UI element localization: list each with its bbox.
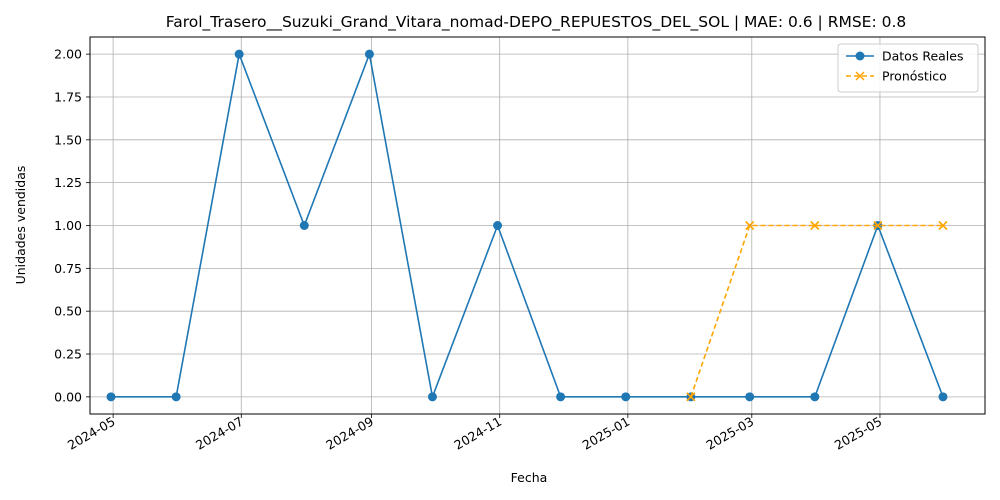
- forecast-point: [810, 220, 820, 231]
- legend-marker-datos-reales: [855, 51, 865, 61]
- y-axis: 0.00 0.25 0.50 0.75 1.00 1.25 1.50 1.75 2.00: [54, 47, 90, 404]
- forecast-point: [873, 220, 883, 231]
- forecast-point: [938, 220, 948, 231]
- chart-title: Farol_Trasero__Suzuki_Grand_Vitara_nomad…: [166, 13, 907, 32]
- forecast-point: [745, 220, 755, 231]
- legend-label-pronostico: Pronóstico: [882, 69, 947, 84]
- data-point: [171, 392, 181, 402]
- y-tick-label: 1.00: [54, 218, 82, 233]
- data-point: [427, 392, 437, 402]
- data-point: [621, 392, 631, 402]
- data-point: [745, 392, 755, 402]
- y-tick-label: 0.25: [54, 347, 82, 362]
- x-tick-label: 2024-05: [65, 414, 118, 453]
- y-tick-label: 2.00: [54, 47, 82, 62]
- x-tick-label: 2025-05: [832, 414, 885, 453]
- x-tick-label: 2024-11: [451, 414, 504, 453]
- data-point: [810, 392, 820, 402]
- y-tick-label: 0.00: [54, 389, 82, 404]
- forecast-point: [686, 392, 696, 402]
- legend-label-datos-reales: Datos Reales: [882, 49, 963, 64]
- data-point: [234, 49, 244, 59]
- x-tick-label: 2024-09: [323, 414, 376, 453]
- y-tick-label: 0.75: [54, 261, 82, 276]
- series-line-1: [690, 224, 943, 398]
- x-tick-label: 2025-01: [580, 414, 633, 453]
- data-point: [556, 392, 566, 402]
- data-point: [364, 49, 374, 59]
- data-point: [493, 221, 503, 230]
- y-tick-label: 1.50: [54, 132, 82, 147]
- data-point: [938, 392, 948, 402]
- series-line-0: [111, 51, 944, 400]
- y-tick-label: 1.75: [54, 89, 82, 104]
- data-point: [106, 392, 116, 402]
- x-axis-label: Fecha: [511, 470, 548, 485]
- series-layer: [106, 49, 948, 402]
- data-point: [299, 221, 309, 230]
- x-axis: 2024-05 2024-07 2024-09 2024-11 2025-01 2025-…: [65, 414, 885, 453]
- legend-marker-pronostico: [855, 71, 865, 81]
- x-tick-label: 2024-07: [193, 414, 246, 453]
- y-tick-label: 0.50: [54, 304, 82, 319]
- legend: Datos Reales Pronóstico: [837, 43, 979, 93]
- y-axis-label: Unidades vendidas: [13, 166, 28, 285]
- y-tick-label: 1.25: [54, 175, 82, 190]
- x-tick-label: 2025-03: [704, 414, 757, 453]
